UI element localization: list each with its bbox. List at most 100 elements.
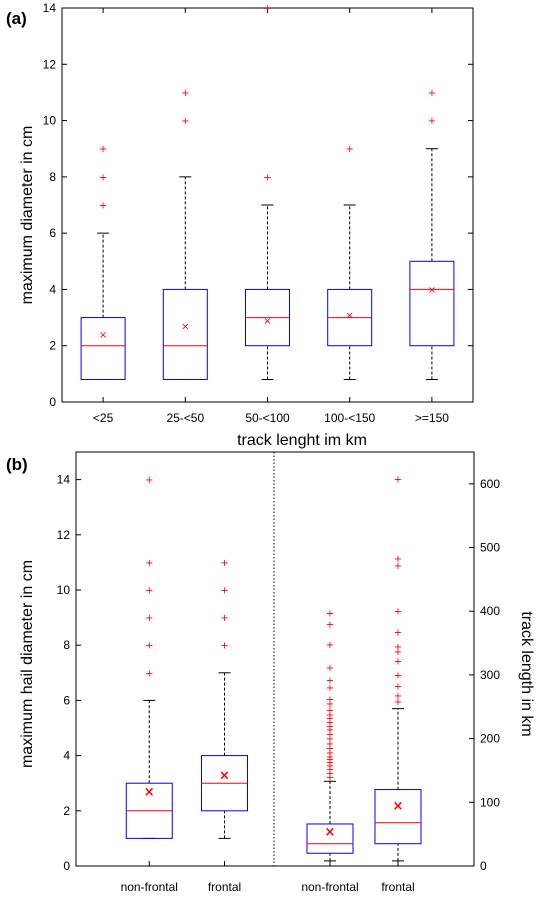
panel-a-outlier-1-0: +: [181, 116, 189, 127]
panel-b-right-y-tick-label-5: 500: [480, 541, 500, 555]
panel-b: (b) 0 2 4 6 8 10 12 14 0 100 200 300 400 500 600 non-fr…: [6, 451, 535, 894]
panel-b-outlier-2-11: +: [326, 730, 334, 741]
panel-b-outlier-2-14: +: [326, 718, 334, 729]
panel-b-outlier-3-2: +: [394, 681, 402, 692]
panel-a-y-tick-label-4: 8: [49, 170, 56, 184]
panel-b-outlier-0-1: +: [145, 641, 153, 652]
panel-b-outlier-2-10: +: [326, 734, 334, 745]
panel-b-outlier-3-0: +: [394, 697, 402, 708]
panel-a-y-tick-label-0: 0: [49, 395, 56, 409]
panel-b-outlier-3-4: +: [394, 656, 402, 667]
panel-b-x-tick-label-2: non-frontal: [301, 880, 358, 894]
panel-a-outlier-4-0: +: [428, 116, 436, 127]
panel-a-outlier-0-1: +: [99, 172, 107, 183]
panel-b-label: (b): [6, 455, 28, 474]
panel-b-left-y-tick-label-3: 6: [63, 693, 70, 707]
panel-a-outlier-2-1: +: [263, 4, 271, 15]
panel-b-x-tick-label-1: frontal: [208, 880, 241, 894]
panel-a-mean-marker-1: ×: [181, 322, 189, 333]
panel-b-outlier-2-1: +: [326, 769, 334, 780]
panel-a-y-tick-label-6: 12: [43, 57, 57, 71]
panel-b-outlier-2-12: +: [326, 725, 334, 736]
panel-a: (a) 0 2 4 6 8 10 12 14 <25 25-<50 50-<100 100-<150 >…: [6, 1, 474, 449]
panel-a-y-axis-label: maximum diameter in cm: [19, 126, 36, 305]
panel-b-outlier-3-10: +: [394, 554, 402, 565]
panel-b-outlier-2-25: +: [326, 609, 334, 620]
panel-b-right-y-tick-label-3: 300: [480, 668, 500, 682]
panel-b-outlier-2-5: +: [326, 754, 334, 765]
panel-b-outlier-1-1: +: [220, 613, 228, 624]
panel-b-mean-marker-2: ×: [325, 825, 336, 840]
panel-b-outlier-3-6: +: [394, 642, 402, 653]
panel-b-outlier-2-0: +: [326, 772, 334, 783]
panel-b-left-y-tick-label-2: 4: [63, 749, 70, 763]
panel-a-outlier-1-1: +: [181, 88, 189, 99]
panel-b-outlier-2-23: +: [326, 640, 334, 651]
panel-b-outlier-3-7: +: [394, 628, 402, 639]
panel-b-outlier-1-3: +: [220, 558, 228, 569]
panel-a-mean-marker-3: ×: [346, 310, 354, 321]
panel-a-y-tick-label-1: 2: [49, 339, 56, 353]
panel-b-outlier-2-4: +: [326, 758, 334, 769]
panel-b-outlier-2-13: +: [326, 721, 334, 732]
panel-b-outlier-2-8: +: [326, 744, 334, 755]
panel-b-outlier-2-22: +: [326, 663, 334, 674]
panel-a-outlier-2-0: +: [263, 172, 271, 183]
panel-a-x-axis-label: track lenght im km: [237, 432, 367, 449]
panel-b-x-tick-label-0: non-frontal: [121, 880, 178, 894]
panel-b-outlier-2-7: +: [326, 748, 334, 759]
panel-b-outlier-2-6: +: [326, 752, 334, 763]
panel-b-left-y-tick-label-7: 14: [57, 473, 71, 487]
panel-b-outlier-1-0: +: [220, 641, 228, 652]
panel-a-y-tick-label-7: 14: [43, 1, 57, 15]
panel-a-box-0: [80, 317, 126, 380]
panel-b-outlier-2-24: +: [326, 619, 334, 630]
panel-b-right-y-tick-label-6: 600: [480, 477, 500, 491]
panel-a-x-tick-label-4: >=150: [415, 411, 449, 425]
panel-b-outlier-2-20: +: [326, 683, 334, 694]
panel-b-outlier-0-0: +: [145, 668, 153, 679]
panel-a-x-tick-label-2: 50-<100: [245, 411, 290, 425]
panel-b-box-2: [306, 823, 354, 854]
panel-b-outlier-2-18: +: [326, 699, 334, 710]
panel-b-left-y-axis-label: maximum hail diameter in cm: [19, 560, 36, 768]
panel-b-plot-area: 0 2 4 6 8 10 12 14 0 100 200 300 400 500 600 non-fronta…: [57, 451, 500, 894]
panel-b-outlier-3-3: +: [394, 670, 402, 681]
panel-b-left-y-tick-label-0: 0: [63, 859, 70, 873]
panel-a-plot-area: 0 2 4 6 8 10 12 14 <25 25-<50 50-<100 100-<150 >=150…: [43, 1, 474, 425]
panel-b-axes-frame: [75, 451, 475, 867]
panel-b-left-y-tick-label-6: 12: [57, 528, 71, 542]
panel-a-outlier-0-0: +: [99, 201, 107, 212]
panel-a-mean-marker-2: ×: [263, 316, 271, 327]
panel-b-outlier-0-5: +: [145, 475, 153, 486]
panel-b-outlier-3-1: +: [394, 691, 402, 702]
panel-b-box-3: [374, 789, 422, 845]
panel-b-mean-marker-1: ×: [219, 768, 230, 783]
panel-b-outlier-2-15: +: [326, 714, 334, 725]
panel-b-outlier-1-2: +: [220, 586, 228, 597]
panel-b-outlier-3-8: +: [394, 607, 402, 618]
panel-b-right-y-axis-label: track length in km: [518, 611, 535, 736]
panel-a-x-tick-label-3: 100-<150: [324, 411, 375, 425]
panel-b-outlier-2-3: +: [326, 761, 334, 772]
panel-a-label: (a): [6, 9, 27, 28]
panel-b-outlier-0-3: +: [145, 586, 153, 597]
panel-b-mean-marker-3: ×: [393, 799, 404, 814]
panel-b-outlier-3-11: +: [394, 474, 402, 485]
panel-a-box-4: [409, 260, 455, 347]
panel-a-mean-marker-0: ×: [99, 330, 107, 341]
panel-b-outlier-0-4: +: [145, 558, 153, 569]
panel-b-outlier-2-21: +: [326, 676, 334, 687]
panel-b-right-y-tick-label-0: 0: [480, 859, 487, 873]
panel-b-outlier-3-9: +: [394, 561, 402, 572]
panel-b-left-y-tick-label-4: 8: [63, 638, 70, 652]
panel-a-outlier-4-1: +: [428, 88, 436, 99]
panel-b-outlier-2-9: +: [326, 739, 334, 750]
panel-b-outlier-3-5: +: [394, 647, 402, 658]
panel-a-y-tick-label-5: 10: [43, 114, 57, 128]
panel-a-mean-marker-4: ×: [428, 285, 436, 296]
panel-a-y-tick-label-3: 6: [49, 226, 56, 240]
panel-b-outlier-2-19: +: [326, 695, 334, 706]
panel-b-right-y-tick-label-1: 100: [480, 795, 500, 809]
